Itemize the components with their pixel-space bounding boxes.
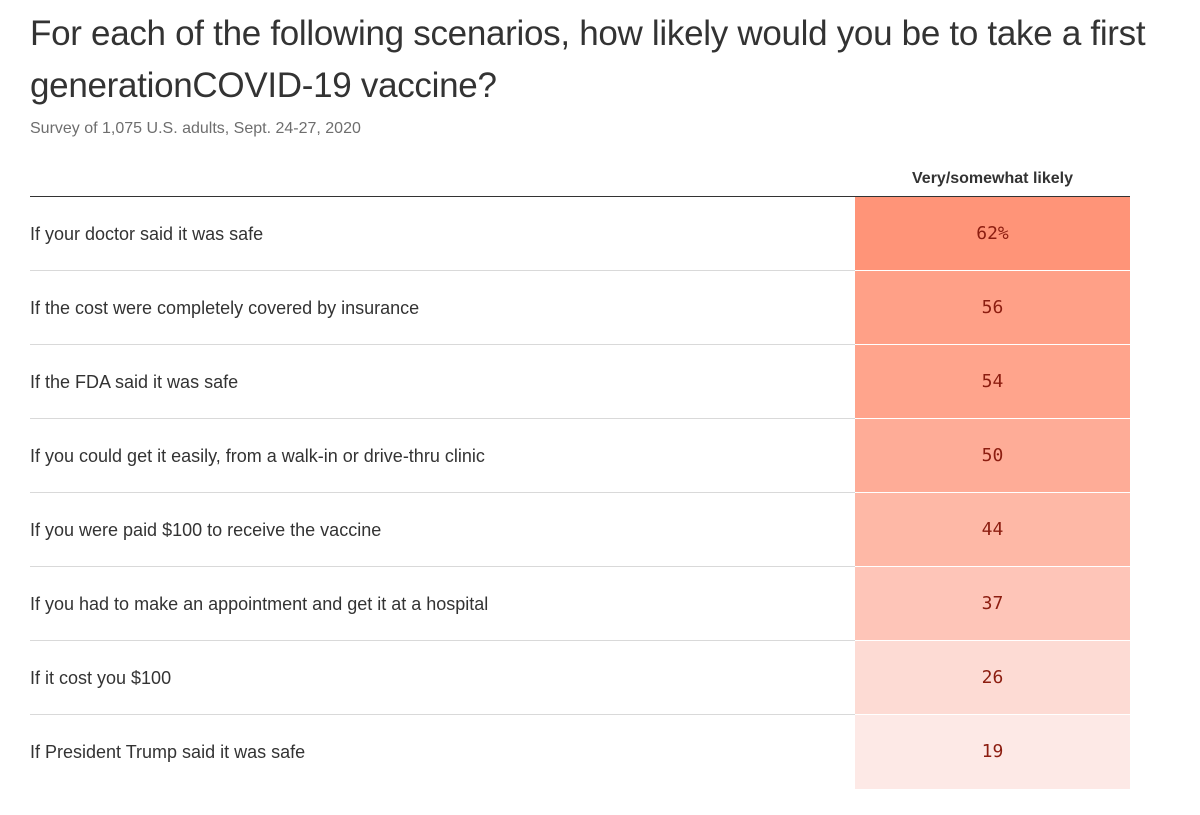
heatmap-table: Very/somewhat likely If your doctor said…: [30, 160, 1130, 789]
table-row: If you could get it easily, from a walk-…: [30, 419, 1130, 493]
data-label: 56: [981, 297, 1004, 318]
table-row: If you were paid $100 to receive the vac…: [30, 493, 1130, 567]
data-label: 37: [981, 593, 1004, 614]
row-label: If you had to make an appointment and ge…: [30, 594, 489, 614]
row-label: If President Trump said it was safe: [30, 742, 306, 762]
chart-title: For each of the following scenarios, how…: [30, 14, 1146, 105]
table-row: If it cost you $100 26: [30, 641, 1130, 715]
row-label: If it cost you $100: [30, 668, 172, 688]
row-label: If you could get it easily, from a walk-…: [30, 446, 485, 466]
row-divider: [30, 344, 855, 345]
row-label: If you were paid $100 to receive the vac…: [30, 520, 382, 540]
data-label: 54: [981, 371, 1004, 392]
heatmap-cell: 19: [855, 715, 1130, 789]
row-divider: [30, 714, 855, 715]
data-label: 50: [981, 445, 1004, 466]
row-divider: [30, 270, 855, 271]
table-body: If your doctor said it was safe 62% If the…: [30, 197, 1130, 789]
heatmap-cell: 44: [855, 493, 1130, 567]
data-label: 26: [981, 667, 1004, 688]
heatmap-cell: 50: [855, 419, 1130, 493]
table-row: If you had to make an appointment and ge…: [30, 567, 1130, 641]
heatmap-cell: 56: [855, 271, 1130, 345]
row-divider: [30, 492, 855, 493]
row-label: If your doctor said it was safe: [30, 224, 264, 244]
heatmap-cell: 37: [855, 567, 1130, 641]
table-row: If the cost were completely covered by i…: [30, 271, 1130, 345]
heatmap-cell: 26: [855, 641, 1130, 715]
heatmap-cell: 54: [855, 345, 1130, 419]
table-row: If your doctor said it was safe 62%: [30, 197, 1130, 271]
row-divider: [30, 640, 855, 641]
table-row: If the FDA said it was safe 54: [30, 345, 1130, 419]
data-label: 19: [981, 741, 1004, 762]
data-label: 62%: [976, 223, 1009, 244]
heatmap-cell: 62%: [855, 197, 1130, 271]
table-header: Very/somewhat likely: [30, 160, 1130, 197]
row-divider: [30, 566, 855, 567]
row-label: If the cost were completely covered by i…: [30, 298, 420, 318]
row-label: If the FDA said it was safe: [30, 372, 239, 392]
chart-subtitle: Survey of 1,075 U.S. adults, Sept. 24-27…: [30, 120, 361, 137]
row-divider: [30, 418, 855, 419]
table-row: If President Trump said it was safe 19: [30, 715, 1130, 789]
column-header-likely: Very/somewhat likely: [912, 170, 1073, 187]
data-label: 44: [981, 519, 1004, 540]
